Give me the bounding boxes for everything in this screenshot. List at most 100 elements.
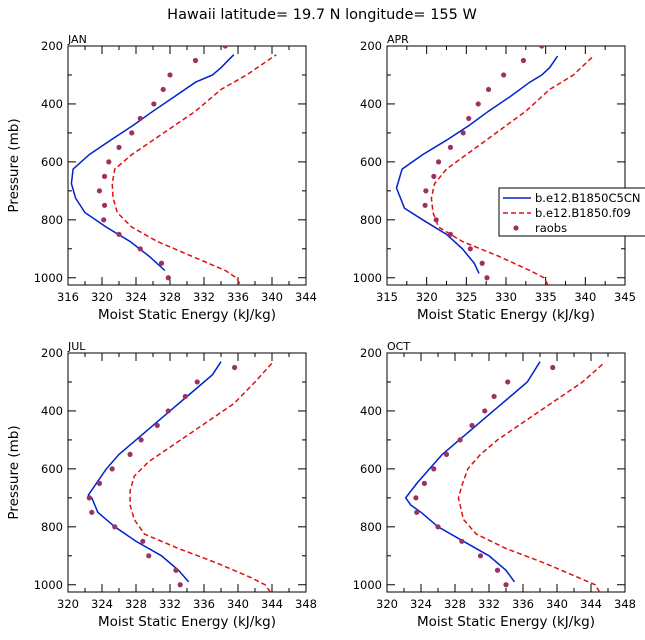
raobs-point [146, 553, 152, 559]
raobs-point [194, 379, 200, 385]
raobs-point [257, 36, 262, 41]
raobs-point [435, 159, 442, 165]
x-tick-label: 320 [91, 290, 113, 304]
x-tick-label: 344 [295, 290, 317, 304]
raobs-point [151, 101, 157, 107]
x-tick-label: 328 [159, 290, 181, 304]
raobs-point [116, 231, 122, 237]
y-tick-label: 200 [360, 346, 382, 360]
raobs-point [422, 202, 428, 208]
y-axis-label: Pressure (mb) [6, 425, 22, 519]
x-axis-label: Moist Static Energy (kJ/kg) [417, 614, 595, 630]
raobs-point [89, 509, 95, 515]
raobs-point [101, 217, 107, 223]
y-tick-label: 800 [360, 213, 382, 227]
raobs-point [460, 130, 466, 136]
series-line-b1850-f09 [111, 54, 277, 284]
y-tick-label: 1000 [34, 271, 63, 285]
raobs-point [177, 582, 183, 588]
panel-title: APR [387, 33, 409, 46]
y-tick-label: 600 [41, 462, 63, 476]
raobs-point [482, 408, 488, 414]
raobs-point [137, 246, 143, 252]
raobs-point [443, 451, 450, 457]
plot-frame [386, 45, 626, 286]
y-tick-label: 600 [360, 155, 382, 169]
raobs-point [520, 57, 527, 64]
raobs-point [503, 582, 509, 588]
raobs-point [433, 217, 439, 223]
x-tick-label: 324 [125, 290, 147, 304]
panel-apr: 315 320 325 330 335 340 345 200 400 600 800 1000 APR… [353, 33, 636, 323]
x-tick-label: 336 [193, 597, 215, 611]
raobs-point [140, 538, 146, 544]
raobs-point [182, 393, 188, 400]
panel-title: JAN [67, 33, 87, 46]
raobs-point [158, 260, 165, 266]
raobs-point [447, 144, 454, 150]
panel-jul: 320 324 328 332 336 340 344 348 200 400 600 800 1000… [6, 340, 317, 630]
x-tick-label: 315 [376, 290, 398, 304]
y-tick-label: 400 [360, 404, 382, 418]
series-line-b1850c5cn [404, 361, 541, 583]
raobs-point [469, 422, 475, 429]
series-line-b1850-f09 [457, 362, 605, 592]
raobs-point [101, 173, 108, 179]
y-tick-label: 400 [41, 404, 63, 418]
raobs-point [494, 567, 501, 573]
series-line-b1850c5cn [70, 54, 235, 272]
raobs-point [96, 480, 103, 486]
x-tick-label: 340 [546, 597, 568, 611]
x-tick-label: 330 [495, 290, 517, 304]
y-tick-label: 200 [41, 39, 63, 53]
x-tick-label: 340 [227, 597, 249, 611]
raobs-point [435, 524, 441, 530]
raobs-point [173, 567, 179, 573]
y-tick-label: 1000 [34, 578, 63, 592]
raobs-point [421, 480, 427, 486]
raobs-point [232, 364, 238, 371]
panel-oct: 320 324 328 332 336 340 344 348 200 400 600 800 1000… [353, 340, 636, 630]
raobs-point [475, 101, 481, 107]
raobs-point [160, 86, 166, 93]
raobs-point [96, 188, 103, 194]
x-tick-label: 328 [125, 597, 147, 611]
plot-frame [67, 45, 307, 286]
x-tick-label: 335 [535, 290, 557, 304]
x-tick-label: 332 [478, 597, 500, 611]
y-tick-label: 1000 [353, 578, 382, 592]
x-tick-label: 344 [580, 597, 602, 611]
series-line-b1850c5cn [395, 55, 559, 274]
raobs-point [192, 57, 199, 64]
x-tick-label: 332 [193, 290, 215, 304]
x-axis-label: Moist Static Energy (kJ/kg) [417, 307, 595, 323]
raobs-point [423, 188, 429, 194]
x-tick-label: 324 [91, 597, 113, 611]
raobs-point [137, 115, 143, 122]
raobs-point [491, 393, 497, 400]
raobs-point [479, 260, 485, 266]
raobs-point [467, 246, 473, 252]
raobs-point [477, 553, 484, 559]
x-tick-label: 340 [261, 290, 283, 304]
x-tick-label: 336 [512, 597, 534, 611]
y-tick-label: 400 [41, 97, 63, 111]
x-tick-label: 328 [444, 597, 466, 611]
plot-frame [386, 352, 626, 593]
legend-marker-raobs [513, 225, 519, 231]
y-tick-label: 800 [41, 520, 63, 534]
x-tick-label: 325 [455, 290, 477, 304]
raobs-point [485, 86, 492, 93]
raobs-point [129, 130, 135, 136]
raobs-point [431, 466, 437, 472]
raobs-point [414, 509, 420, 515]
panel-title: JUL [67, 340, 86, 353]
raobs-point [109, 466, 115, 472]
panel-jan: 316 320 324 328 332 336 340 344 200 400 600 800 1000… [6, 33, 317, 323]
legend-label: b.e12.B1850C5CN [535, 191, 640, 205]
legend-label: b.e12.B1850.f09 [535, 206, 631, 220]
y-axis-label: Pressure (mb) [6, 118, 22, 212]
figure-title: Hawaii latitude= 19.7 N longitude= 155 W [167, 7, 477, 23]
raobs-point [165, 408, 171, 414]
